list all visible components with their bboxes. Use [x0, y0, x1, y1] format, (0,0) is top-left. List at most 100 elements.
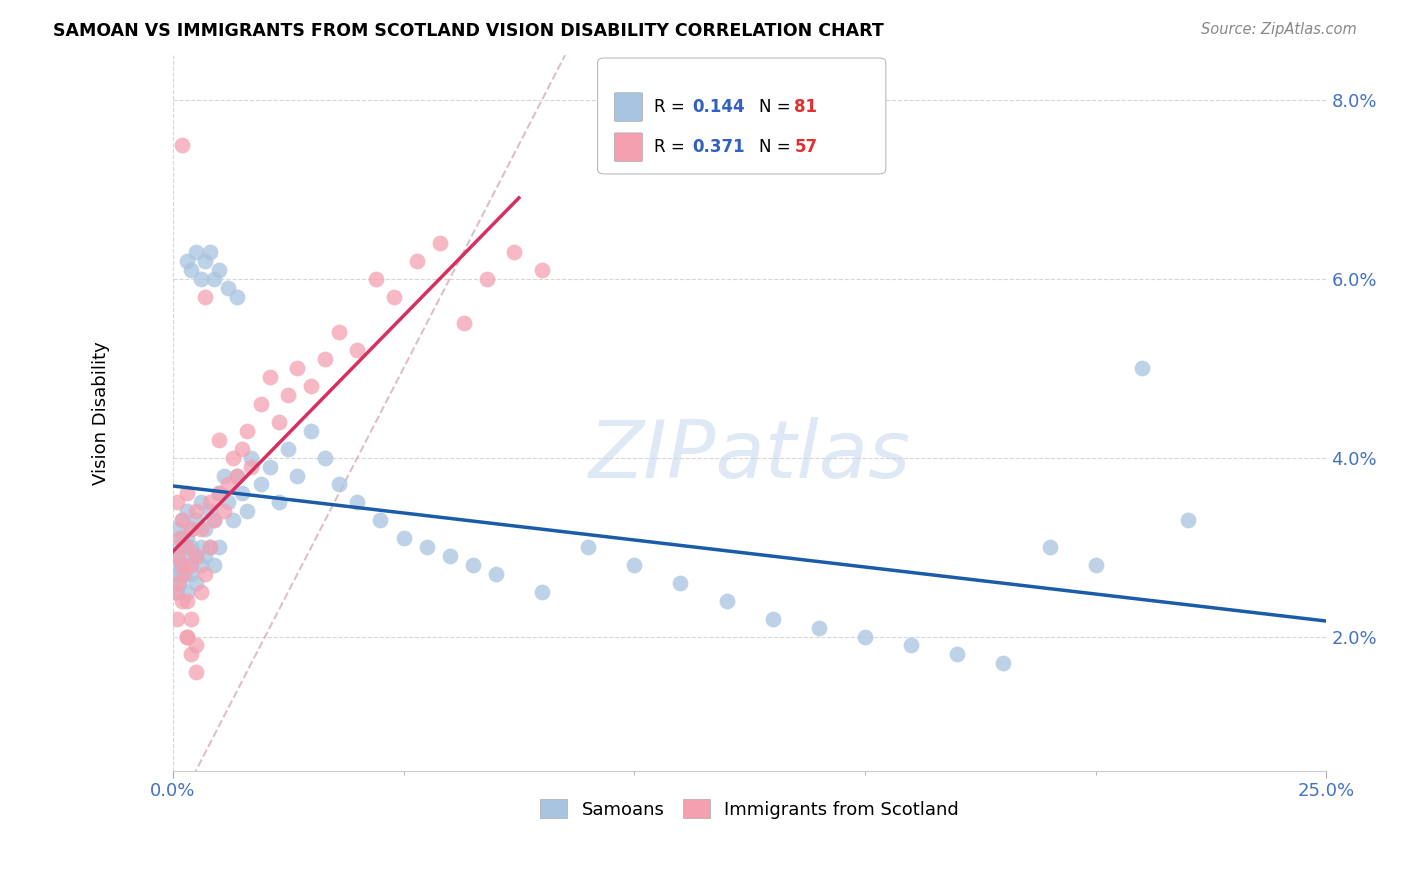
Point	[853, 630, 876, 644]
Text: 0.144: 0.144	[692, 98, 744, 116]
Point	[993, 657, 1015, 671]
Point	[184, 244, 207, 259]
Point	[277, 388, 299, 402]
Point	[176, 504, 198, 518]
Point	[194, 549, 217, 563]
Point	[166, 540, 188, 554]
Point	[208, 486, 231, 500]
Point	[165, 584, 187, 599]
Point	[176, 584, 198, 599]
Point	[190, 558, 212, 572]
Point	[190, 272, 212, 286]
Point	[623, 558, 645, 572]
Point	[184, 513, 207, 527]
Point	[170, 566, 193, 581]
Point	[1130, 361, 1153, 376]
Point	[180, 558, 202, 572]
Point	[202, 558, 225, 572]
Point	[173, 566, 195, 581]
Text: N =: N =	[759, 138, 796, 156]
Point	[169, 575, 191, 590]
Point	[170, 593, 193, 607]
Point	[167, 575, 190, 590]
Point	[176, 253, 198, 268]
Point	[165, 558, 187, 572]
Point	[198, 540, 221, 554]
Point	[170, 531, 193, 545]
Point	[259, 459, 281, 474]
Text: ZIPatlas: ZIPatlas	[589, 417, 911, 495]
Point	[217, 281, 239, 295]
Point	[439, 549, 461, 563]
Text: R =: R =	[654, 138, 690, 156]
Point	[170, 137, 193, 152]
Point	[190, 584, 212, 599]
Point	[176, 630, 198, 644]
Point	[328, 477, 350, 491]
Point	[202, 513, 225, 527]
Point	[217, 495, 239, 509]
Text: R =: R =	[654, 98, 690, 116]
Point	[166, 584, 188, 599]
Point	[299, 379, 322, 393]
Point	[807, 621, 830, 635]
Point	[946, 648, 969, 662]
Point	[180, 522, 202, 536]
Point	[1039, 540, 1062, 554]
Point	[180, 522, 202, 536]
Point	[202, 272, 225, 286]
Point	[169, 531, 191, 545]
Point	[267, 495, 290, 509]
Point	[299, 424, 322, 438]
Point	[190, 540, 212, 554]
Point	[180, 566, 202, 581]
Point	[184, 504, 207, 518]
Point	[240, 450, 263, 465]
Point	[226, 468, 249, 483]
Point	[184, 639, 207, 653]
Point	[170, 558, 193, 572]
Point	[212, 468, 235, 483]
Point	[176, 558, 198, 572]
Point	[208, 486, 231, 500]
Point	[530, 584, 553, 599]
Point	[170, 513, 193, 527]
Point	[212, 504, 235, 518]
Point	[346, 343, 368, 358]
Text: 57: 57	[794, 138, 817, 156]
Text: SAMOAN VS IMMIGRANTS FROM SCOTLAND VISION DISABILITY CORRELATION CHART: SAMOAN VS IMMIGRANTS FROM SCOTLAND VISIO…	[53, 22, 884, 40]
Point	[240, 459, 263, 474]
Point	[176, 630, 198, 644]
Point	[222, 450, 245, 465]
Point	[231, 486, 253, 500]
Point	[249, 397, 271, 411]
Point	[198, 540, 221, 554]
Point	[180, 262, 202, 277]
Point	[202, 513, 225, 527]
Point	[184, 549, 207, 563]
Point	[461, 558, 484, 572]
Point	[198, 244, 221, 259]
Point	[194, 522, 217, 536]
Point	[328, 326, 350, 340]
Point	[166, 612, 188, 626]
Point	[475, 272, 498, 286]
Point	[287, 361, 309, 376]
Point	[716, 593, 738, 607]
Point	[170, 558, 193, 572]
Text: Source: ZipAtlas.com: Source: ZipAtlas.com	[1201, 22, 1357, 37]
Point	[415, 540, 437, 554]
Point	[166, 522, 188, 536]
Point	[382, 290, 405, 304]
Point	[176, 540, 198, 554]
Point	[190, 522, 212, 536]
Point	[166, 549, 188, 563]
Point	[173, 540, 195, 554]
Point	[194, 253, 217, 268]
Point	[176, 486, 198, 500]
Point	[267, 415, 290, 429]
Point	[576, 540, 599, 554]
Text: N =: N =	[759, 98, 796, 116]
Point	[166, 566, 188, 581]
Point	[364, 272, 387, 286]
